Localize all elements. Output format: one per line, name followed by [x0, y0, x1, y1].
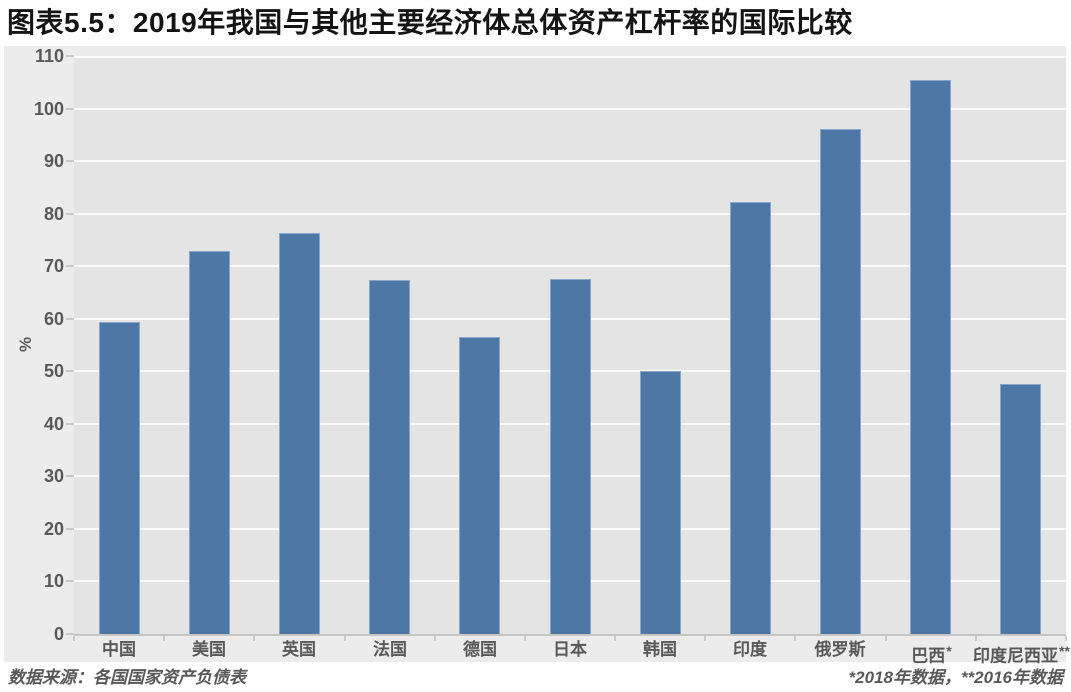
category-text: 英国: [282, 640, 316, 659]
bar-法国: [369, 280, 410, 634]
bar-印度尼西亚: [1000, 384, 1041, 634]
x-category-label-德国: 德国: [426, 640, 534, 660]
chart-canvas: % 0 10 20 30 40 50 60 70 80 90 100 110 中国 美国 英国 法国 德国 日本 韩…: [4, 46, 1070, 666]
y-tick-mark-100: [66, 107, 74, 110]
grid-line-90: [74, 160, 1066, 163]
bar-韩国: [640, 371, 681, 634]
category-text: 巴西: [911, 646, 946, 666]
chart-footer: 数据来源：各国国家资产负债表 *2018年数据，**2016年数据: [8, 663, 1063, 688]
category-text: 美国: [192, 640, 226, 659]
y-tick-mark-10: [66, 580, 74, 583]
x-category-label-美国: 美国: [155, 640, 263, 660]
y-tick-label-60: 60: [43, 308, 64, 329]
x-tick-mark-5: [524, 636, 526, 641]
y-tick-mark-60: [66, 317, 74, 320]
x-category-label-巴西: 巴西*: [877, 640, 985, 667]
x-category-label-中国: 中国: [65, 640, 173, 660]
x-tick-mark-7: [704, 636, 706, 641]
grid-line-100: [74, 107, 1066, 110]
y-axis-unit-label: %: [16, 336, 35, 352]
x-category-label-印度: 印度: [696, 640, 804, 660]
y-tick-mark-80: [66, 212, 74, 215]
y-tick-label-20: 20: [43, 518, 64, 539]
y-tick-label-80: 80: [43, 203, 64, 224]
y-tick-label-70: 70: [43, 256, 64, 277]
category-text: 日本: [553, 640, 587, 659]
y-tick-mark-0: [66, 633, 74, 635]
footnote: *2018年数据，**2016年数据: [848, 668, 1063, 687]
bar-日本: [550, 279, 591, 634]
grid-line-70: [74, 265, 1066, 268]
y-tick-mark-70: [66, 265, 74, 268]
y-tick-label-40: 40: [43, 413, 64, 434]
x-category-label-日本: 日本: [516, 640, 624, 660]
category-text: 德国: [463, 640, 497, 659]
y-tick-label-0: 0: [53, 624, 64, 644]
category-footnote-marker: **: [1059, 643, 1070, 659]
x-category-label-印度尼西亚: 印度尼西亚**: [967, 640, 1071, 667]
x-tick-mark-2: [253, 636, 255, 641]
y-tick-mark-30: [66, 475, 74, 478]
x-tick-mark-11: [1065, 636, 1067, 641]
y-tick-mark-40: [66, 422, 74, 425]
x-category-label-英国: 英国: [245, 640, 353, 660]
bar-中国: [99, 322, 140, 634]
y-tick-label-110: 110: [34, 46, 64, 66]
bar-巴西: [910, 80, 951, 634]
bar-俄罗斯: [820, 129, 861, 634]
y-tick-label-100: 100: [33, 98, 64, 119]
y-tick-mark-90: [66, 160, 74, 163]
x-tick-mark-0: [73, 636, 75, 641]
x-category-label-法国: 法国: [336, 640, 444, 660]
bar-印度: [730, 202, 771, 634]
category-footnote-marker: *: [946, 643, 952, 659]
x-tick-mark-10: [975, 636, 977, 641]
x-tick-mark-1: [163, 636, 165, 641]
x-category-label-俄罗斯: 俄罗斯: [786, 640, 894, 660]
y-tick-mark-20: [66, 527, 74, 530]
y-tick-label-50: 50: [43, 361, 64, 382]
y-tick-mark-50: [66, 370, 74, 373]
y-tick-label-10: 10: [43, 571, 64, 592]
category-text: 俄罗斯: [814, 640, 866, 659]
data-source-note: 数据来源：各国国家资产负债表: [8, 668, 246, 687]
category-text: 法国: [373, 640, 407, 659]
category-text: 韩国: [643, 640, 677, 659]
x-tick-mark-8: [794, 636, 796, 641]
x-category-label-韩国: 韩国: [606, 640, 714, 660]
bar-英国: [279, 233, 320, 634]
x-tick-mark-9: [885, 636, 887, 641]
y-tick-label-90: 90: [43, 151, 64, 172]
category-text: 印度尼西亚: [973, 646, 1059, 666]
category-text: 中国: [102, 640, 136, 659]
chart-title: 图表5.5：2019年我国与其他主要经济体总体资产杠杆率的国际比较: [7, 7, 853, 38]
grid-line-110: [74, 56, 1066, 58]
x-tick-mark-6: [614, 636, 616, 641]
bar-美国: [189, 251, 230, 634]
category-text: 印度: [733, 640, 767, 659]
plot-area: [74, 56, 1066, 636]
x-tick-mark-4: [434, 636, 436, 641]
y-tick-mark-110: [66, 55, 74, 57]
x-tick-mark-3: [344, 636, 346, 641]
bar-德国: [459, 337, 500, 634]
y-tick-label-30: 30: [43, 466, 64, 487]
grid-line-80: [74, 212, 1066, 215]
